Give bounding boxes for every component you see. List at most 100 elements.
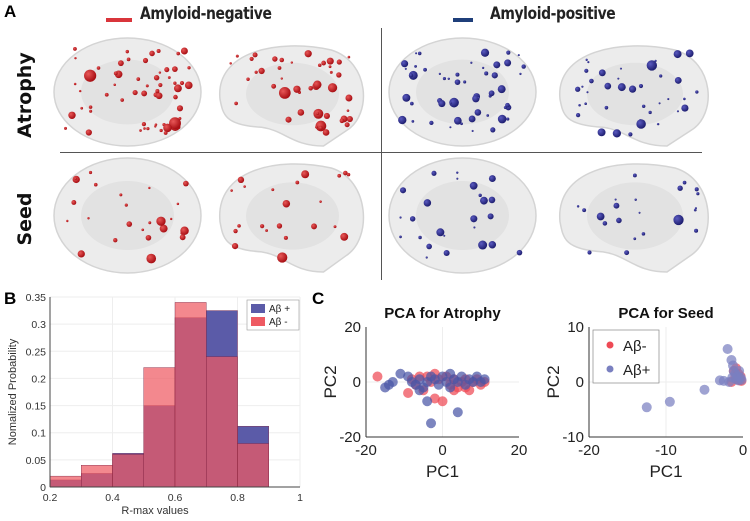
region-node <box>474 109 482 116</box>
region-node <box>505 102 510 108</box>
region-node <box>113 83 116 87</box>
region-node <box>64 126 68 130</box>
region-node <box>164 67 170 73</box>
scatter-point <box>445 368 456 379</box>
region-node <box>431 170 437 176</box>
region-node <box>235 54 239 58</box>
x-axis-label: R-max values <box>121 505 189 517</box>
region-node <box>143 127 146 130</box>
region-node <box>290 61 294 64</box>
x-tick-label: 0.4 <box>105 492 120 504</box>
y-tick-label: 0.2 <box>31 373 46 385</box>
region-node <box>346 115 353 123</box>
scatter-point <box>414 385 425 396</box>
brain-frontal-view <box>53 157 202 274</box>
region-node <box>634 198 637 202</box>
region-node <box>636 119 646 129</box>
region-node <box>589 78 594 84</box>
region-node <box>231 242 239 250</box>
region-node <box>477 96 480 99</box>
region-node <box>693 208 697 212</box>
panel-label-b: B <box>4 289 17 308</box>
region-node <box>317 63 322 68</box>
region-node <box>674 76 682 84</box>
region-node <box>163 131 168 135</box>
region-node <box>276 223 283 229</box>
region-node <box>148 221 152 225</box>
region-node <box>145 234 152 241</box>
region-node <box>648 110 652 115</box>
region-node <box>136 77 141 81</box>
scatter-point <box>699 384 710 395</box>
brain-inner-structure <box>246 182 339 250</box>
legend-swatch <box>251 304 265 313</box>
region-node <box>96 66 101 70</box>
region-node <box>490 127 496 133</box>
region-node <box>113 238 118 243</box>
region-node <box>673 214 684 226</box>
region-node <box>156 49 161 54</box>
legend-marker <box>606 365 614 373</box>
region-node <box>163 123 172 133</box>
region-node <box>230 189 233 192</box>
region-node <box>425 256 428 259</box>
brain-frontal-view <box>388 157 537 274</box>
region-node <box>401 60 409 68</box>
region-node <box>399 216 402 219</box>
region-node <box>481 66 485 70</box>
region-node <box>628 85 637 93</box>
x-tick-label: 0 <box>739 442 747 459</box>
region-node <box>337 173 342 178</box>
region-node <box>304 50 312 58</box>
scatter-point <box>414 374 425 385</box>
region-node <box>74 177 77 180</box>
region-node <box>322 129 330 136</box>
region-node <box>480 48 490 57</box>
region-node <box>478 240 488 250</box>
chart-title: PCA for Seed <box>618 305 713 322</box>
region-node <box>149 50 155 57</box>
region-node <box>184 81 193 90</box>
region-node <box>180 226 189 236</box>
region-node <box>272 56 278 62</box>
region-node <box>695 90 699 94</box>
region-node <box>676 110 679 113</box>
region-node <box>469 181 478 190</box>
region-node <box>418 235 422 240</box>
region-node <box>497 114 507 124</box>
legend-label-negative: Amyloid-negative <box>140 4 272 24</box>
region-node <box>681 104 689 112</box>
scatter-point <box>433 379 444 390</box>
region-node <box>429 120 434 126</box>
region-node <box>319 200 322 203</box>
region-node <box>521 64 526 69</box>
region-node <box>124 203 128 207</box>
region-node <box>159 128 163 133</box>
scatter-point <box>641 402 652 413</box>
region-node <box>148 186 151 190</box>
x-tick-label: 0.2 <box>43 492 58 504</box>
region-node <box>604 105 609 110</box>
legend-swatch <box>251 317 265 326</box>
region-node <box>179 234 186 241</box>
region-node <box>119 193 123 197</box>
region-node <box>233 228 238 234</box>
region-node <box>438 72 441 75</box>
y-tick-label: 0 <box>353 374 361 391</box>
region-node <box>176 51 181 56</box>
region-node <box>667 97 670 101</box>
region-node <box>146 127 150 131</box>
scatter-point <box>437 396 448 407</box>
histogram-bar <box>49 475 82 488</box>
region-node <box>632 173 637 178</box>
scatter-point <box>664 396 675 407</box>
region-node <box>179 80 185 86</box>
scatter-point <box>429 393 440 404</box>
brain-inner-structure <box>416 59 509 125</box>
region-node <box>470 215 478 223</box>
brain-inner-structure <box>587 182 683 250</box>
region-node <box>153 75 160 81</box>
y-tick-label: 0.3 <box>31 319 46 331</box>
region-node <box>117 60 124 67</box>
